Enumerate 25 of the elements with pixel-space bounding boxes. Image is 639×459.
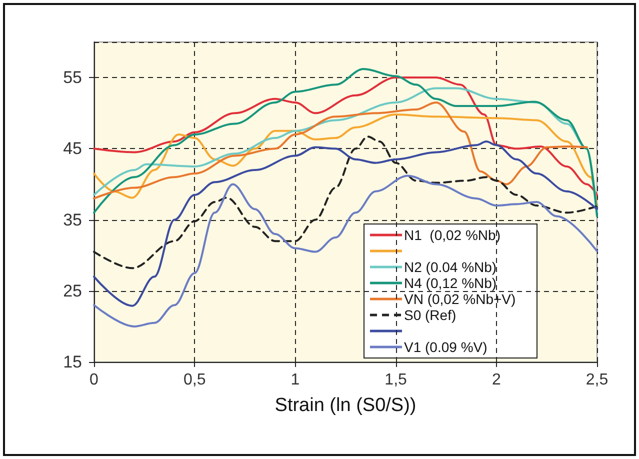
y-tick-label: 25 — [63, 281, 82, 300]
x-tick-label: 2 — [492, 372, 501, 388]
legend-label: S0 (Ref) — [404, 307, 456, 323]
x-tick-label: 2,5 — [586, 372, 608, 388]
line-series — [93, 140, 598, 307]
y-tick-label: 45 — [63, 139, 82, 158]
line-series — [93, 87, 598, 214]
legend-label: V1 (0.09 %V) — [404, 339, 488, 355]
legend-label: VN (0,02 %Nb+V) — [404, 291, 516, 307]
line-series — [93, 101, 588, 200]
legend-label: N4 (0,12 %Nb) — [404, 275, 497, 291]
y-tick-label: 15 — [63, 352, 82, 372]
x-tick-label: 0 — [90, 372, 99, 388]
x-tick-label: 1 — [290, 372, 300, 388]
legend-label: N2 (0.04 %Nb) — [404, 259, 497, 275]
legend-label: N1 (0,02 %Nb) — [404, 227, 500, 243]
x-tick-label: 0,5 — [183, 372, 206, 388]
line-series — [93, 114, 598, 207]
line-series — [93, 76, 598, 196]
line-series — [93, 174, 598, 328]
line-series — [93, 68, 598, 218]
y-tick-label: 35 — [63, 210, 82, 230]
x-axis-title: Strain (ln (S0/S)) — [274, 395, 416, 416]
y-tick-label: 55 — [63, 68, 82, 88]
x-tick-label: 1,5 — [384, 372, 408, 388]
